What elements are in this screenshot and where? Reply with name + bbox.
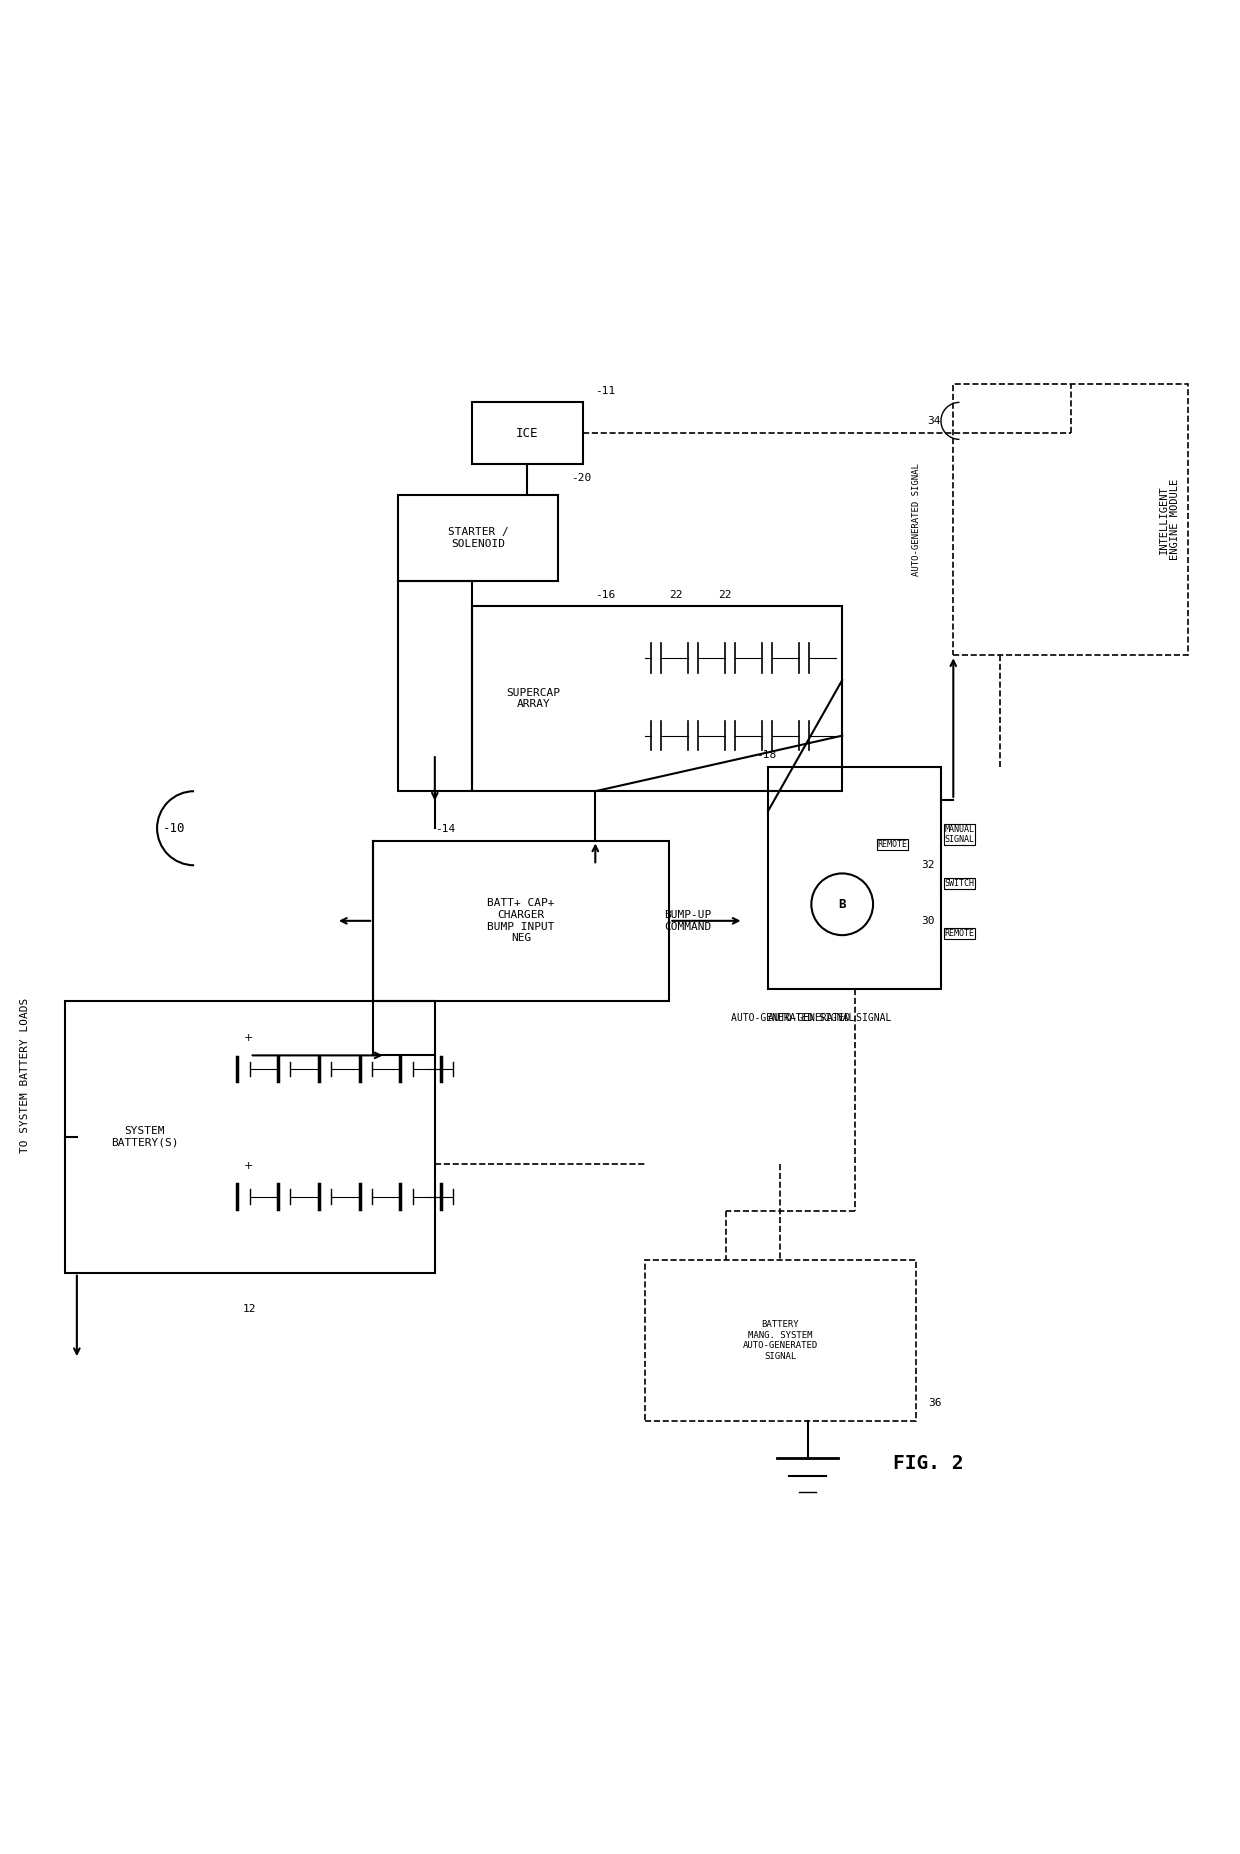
Text: +: + (243, 1161, 253, 1170)
Text: 30: 30 (921, 916, 935, 925)
Text: +: + (243, 1033, 253, 1044)
Bar (768, 766, 941, 988)
Text: -14: -14 (435, 825, 455, 834)
Text: B: B (838, 897, 846, 910)
Text: SYSTEM
BATTERY(S): SYSTEM BATTERY(S) (112, 1125, 179, 1148)
Bar (472, 606, 842, 792)
Text: INTELLIGENT
ENGINE MODULE: INTELLIGENT ENGINE MODULE (1158, 478, 1180, 560)
Text: BUMP-UP
COMMAND: BUMP-UP COMMAND (665, 910, 712, 931)
Bar (472, 402, 583, 464)
Text: -18: -18 (756, 751, 776, 760)
Text: STARTER /
SOLENOID: STARTER / SOLENOID (448, 527, 508, 549)
Text: 32: 32 (921, 860, 935, 870)
Text: ICE: ICE (516, 426, 538, 439)
Text: REMOTE: REMOTE (878, 840, 908, 849)
Text: REMOTE: REMOTE (945, 929, 975, 938)
Text: BATTERY
MANG. SYSTEM
AUTO-GENERATED
SIGNAL: BATTERY MANG. SYSTEM AUTO-GENERATED SIGN… (743, 1320, 818, 1361)
Text: SWITCH: SWITCH (945, 879, 975, 888)
Text: SUPERCAP
ARRAY: SUPERCAP ARRAY (507, 688, 560, 710)
Text: -16: -16 (595, 590, 615, 601)
Text: -11: -11 (595, 386, 615, 397)
Text: BATT+ CAP+
CHARGER
BUMP INPUT
NEG: BATT+ CAP+ CHARGER BUMP INPUT NEG (487, 899, 556, 944)
Text: TO SYSTEM BATTERY LOADS: TO SYSTEM BATTERY LOADS (20, 997, 30, 1153)
Text: 12: 12 (243, 1303, 257, 1313)
Text: 22: 22 (668, 590, 682, 601)
Text: FIG. 2: FIG. 2 (893, 1455, 963, 1474)
Bar (373, 840, 670, 1001)
Text: AUTO-GENERATED SIGNAL: AUTO-GENERATED SIGNAL (732, 1014, 854, 1023)
Text: 34: 34 (928, 415, 941, 426)
Text: AUTO-GENERATED SIGNAL: AUTO-GENERATED SIGNAL (768, 1014, 892, 1023)
Text: 22: 22 (718, 590, 732, 601)
Text: -10: -10 (164, 821, 186, 834)
Text: -20: -20 (570, 473, 591, 482)
Text: AUTO-GENERATED SIGNAL: AUTO-GENERATED SIGNAL (911, 464, 921, 577)
Bar (645, 1261, 916, 1420)
Text: MANUAL
SIGNAL: MANUAL SIGNAL (945, 825, 975, 844)
Bar (954, 384, 1188, 656)
Bar (398, 582, 472, 792)
Text: 36: 36 (929, 1398, 942, 1409)
Bar (398, 495, 558, 582)
Bar (64, 1001, 435, 1272)
